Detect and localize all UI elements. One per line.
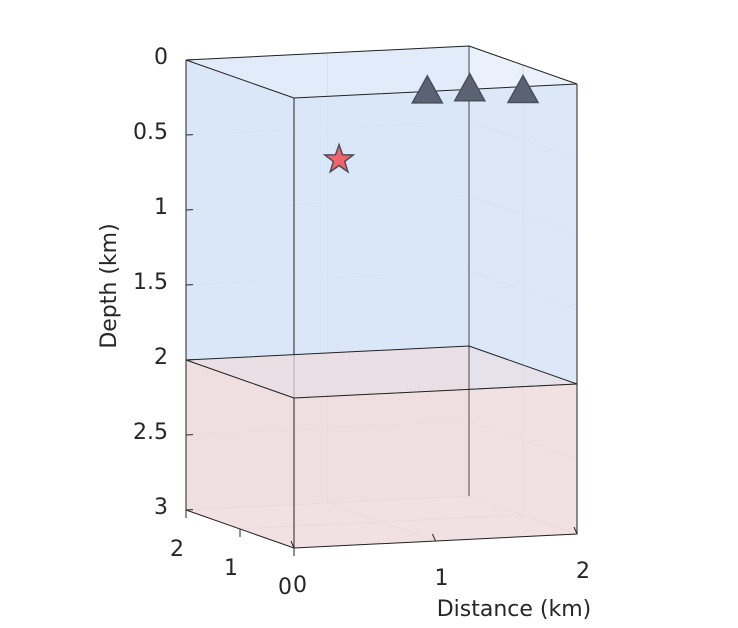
x-tick: [573, 526, 578, 535]
x-tick-label: 2: [576, 559, 590, 584]
x-tick: [290, 540, 295, 549]
layer-left: [186, 360, 294, 548]
x-tick-label: 1: [435, 566, 449, 591]
z-tick-label: 3: [154, 495, 168, 520]
layer-front: [294, 84, 577, 398]
z-tick-label: 2: [154, 345, 168, 370]
z-tick-label: 2.5: [133, 420, 168, 445]
z-tick-label: 1: [154, 195, 168, 220]
triangle-marker: [506, 73, 540, 104]
layer-left: [186, 60, 294, 398]
z-tick-label: 0: [154, 45, 168, 70]
z-tick-label: 0.5: [133, 120, 168, 145]
x-axis-label: Distance (km): [437, 597, 592, 622]
layer-front: [294, 384, 577, 548]
y-tick-label: 0: [278, 575, 292, 600]
y-tick-label: 2: [170, 537, 184, 562]
z-tick-label: 1.5: [133, 270, 168, 295]
star-marker: [322, 142, 356, 174]
x-tick-label: 0: [293, 573, 307, 598]
x-tick: [432, 533, 436, 542]
triangle-marker: [411, 74, 444, 104]
triangle-marker: [453, 72, 487, 102]
y-tick-label: 1: [224, 556, 238, 581]
z-axis-label: Depth (km): [97, 223, 122, 348]
